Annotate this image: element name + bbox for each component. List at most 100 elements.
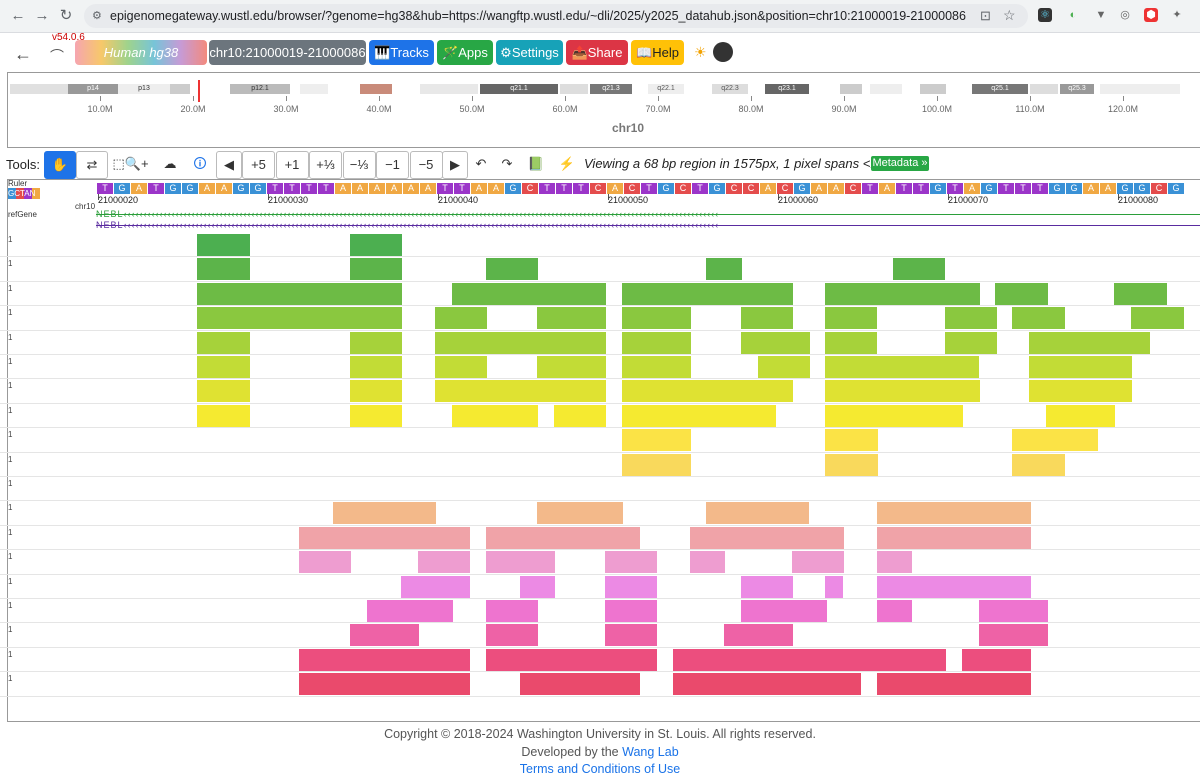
track-feature-bar[interactable]: [520, 576, 555, 598]
zoom-button[interactable]: −5: [409, 151, 443, 179]
share-button[interactable]: 📤Share: [566, 40, 628, 65]
lightning-icon[interactable]: ⚡: [556, 151, 578, 177]
track-feature-bar[interactable]: [622, 405, 776, 427]
track-feature-bar[interactable]: [825, 332, 877, 354]
track-feature-bar[interactable]: [333, 502, 436, 524]
ideogram-band[interactable]: q22.3: [712, 84, 748, 94]
bookmark-star-icon[interactable]: ☆: [1003, 7, 1016, 23]
track-feature-bar[interactable]: [706, 258, 742, 280]
track-feature-bar[interactable]: [367, 600, 453, 622]
track-feature-bar[interactable]: [893, 258, 945, 280]
track-feature-bar[interactable]: [877, 551, 912, 573]
track-feature-bar[interactable]: [299, 551, 351, 573]
reload-icon[interactable]: ↻: [59, 7, 73, 24]
chromosome-ideogram[interactable]: [7, 72, 1200, 148]
track-feature-bar[interactable]: [1012, 429, 1098, 451]
ideogram-band-unlabeled[interactable]: [840, 84, 862, 94]
ideogram-band-unlabeled[interactable]: [420, 84, 478, 94]
track-feature-bar[interactable]: [197, 234, 250, 256]
apps-button[interactable]: 🪄Apps: [437, 40, 493, 65]
track-feature-bar[interactable]: [962, 649, 1031, 671]
track-feature-bar[interactable]: [1012, 307, 1065, 329]
track-feature-bar[interactable]: [350, 234, 402, 256]
track-feature-bar[interactable]: [350, 380, 402, 402]
metadata-button[interactable]: Metadata »: [871, 156, 929, 171]
zoom-button[interactable]: +⅓: [309, 151, 342, 179]
track-feature-bar[interactable]: [622, 380, 793, 402]
track-feature-bar[interactable]: [537, 356, 606, 378]
track-feature-bar[interactable]: [622, 454, 691, 476]
address-bar[interactable]: [84, 4, 1028, 28]
track-feature-bar[interactable]: [435, 356, 487, 378]
track-feature-bar[interactable]: [554, 405, 606, 427]
zoom-button[interactable]: −1: [376, 151, 409, 179]
zoom-button[interactable]: −⅓: [342, 151, 376, 179]
track-feature-bar[interactable]: [486, 649, 657, 671]
track-feature-bar[interactable]: [605, 624, 657, 646]
dark-mode-toggle[interactable]: [713, 42, 733, 62]
settings-button[interactable]: ⚙Settings: [496, 40, 563, 65]
track-feature-bar[interactable]: [673, 673, 861, 695]
track-feature-bar[interactable]: [452, 283, 606, 305]
redo-icon[interactable]: ↷: [496, 151, 518, 177]
gene-name-1[interactable]: NEBL: [96, 209, 124, 219]
info-tool-icon[interactable]: 🛈: [187, 151, 213, 177]
track-feature-bar[interactable]: [690, 551, 725, 573]
help-button[interactable]: 📖Help: [631, 40, 684, 65]
track-feature-bar[interactable]: [350, 624, 419, 646]
track-feature-bar[interactable]: [792, 551, 844, 573]
track-feature-bar[interactable]: [877, 600, 912, 622]
track-feature-bar[interactable]: [486, 258, 538, 280]
browser-forward-icon[interactable]: →: [34, 7, 50, 24]
track-feature-bar[interactable]: [741, 332, 810, 354]
terms-link[interactable]: Terms and Conditions of Use: [519, 762, 681, 776]
track-feature-bar[interactable]: [945, 307, 997, 329]
track-feature-bar[interactable]: [486, 551, 555, 573]
track-feature-bar[interactable]: [1131, 307, 1184, 329]
track-feature-bar[interactable]: [197, 258, 250, 280]
track-feature-bar[interactable]: [197, 356, 250, 378]
drag-tool-hand-icon[interactable]: ✋: [44, 151, 76, 179]
track-feature-bar[interactable]: [706, 502, 809, 524]
ideogram-band[interactable]: p14: [68, 84, 118, 94]
track-feature-bar[interactable]: [1029, 332, 1150, 354]
track-feature-bar[interactable]: [979, 600, 1048, 622]
track-feature-bar[interactable]: [486, 600, 538, 622]
ideogram-band[interactable]: p12.1: [230, 84, 290, 94]
highlight-tool-icon[interactable]: ☁: [155, 151, 185, 177]
adblock-extension-icon[interactable]: ⬢: [1144, 8, 1158, 22]
track-feature-bar[interactable]: [825, 356, 979, 378]
track-feature-bar[interactable]: [825, 429, 878, 451]
ideogram-band[interactable]: q21.1: [480, 84, 558, 94]
track-feature-bar[interactable]: [979, 624, 1048, 646]
track-feature-bar[interactable]: [520, 673, 640, 695]
track-feature-bar[interactable]: [877, 576, 1031, 598]
track-feature-bar[interactable]: [537, 307, 606, 329]
track-feature-bar[interactable]: [401, 576, 470, 598]
ideogram-band-unlabeled[interactable]: [1030, 84, 1058, 94]
track-feature-bar[interactable]: [741, 307, 793, 329]
pan-left-icon[interactable]: ◀: [216, 151, 242, 179]
zoom-select-tool-icon[interactable]: ⬚🔍+: [108, 151, 153, 177]
tracks-button[interactable]: 🎹Tracks: [369, 40, 434, 65]
track-feature-bar[interactable]: [758, 356, 810, 378]
track-feature-bar[interactable]: [197, 380, 250, 402]
track-feature-bar[interactable]: [1012, 454, 1065, 476]
zoom-button[interactable]: +1: [275, 151, 309, 179]
ideogram-band-unlabeled[interactable]: [870, 84, 902, 94]
track-feature-bar[interactable]: [197, 405, 250, 427]
track-feature-bar[interactable]: [724, 624, 793, 646]
ideogram-band-unlabeled[interactable]: [920, 84, 946, 94]
track-feature-bar[interactable]: [1029, 356, 1132, 378]
sun-icon[interactable]: ☀: [694, 44, 707, 60]
track-feature-bar[interactable]: [945, 332, 997, 354]
ideogram-band-unlabeled[interactable]: [360, 84, 392, 94]
track-feature-bar[interactable]: [452, 405, 538, 427]
track-feature-bar[interactable]: [622, 307, 691, 329]
extension-icon-2[interactable]: ◎: [1120, 9, 1130, 21]
url-text[interactable]: epigenomegateway.wustl.edu/browser/?geno…: [110, 9, 966, 23]
track-feature-bar[interactable]: [350, 405, 402, 427]
ideogram-band-unlabeled[interactable]: [170, 84, 190, 94]
track-feature-bar[interactable]: [299, 673, 470, 695]
ideogram-band[interactable]: q25.1: [972, 84, 1028, 94]
